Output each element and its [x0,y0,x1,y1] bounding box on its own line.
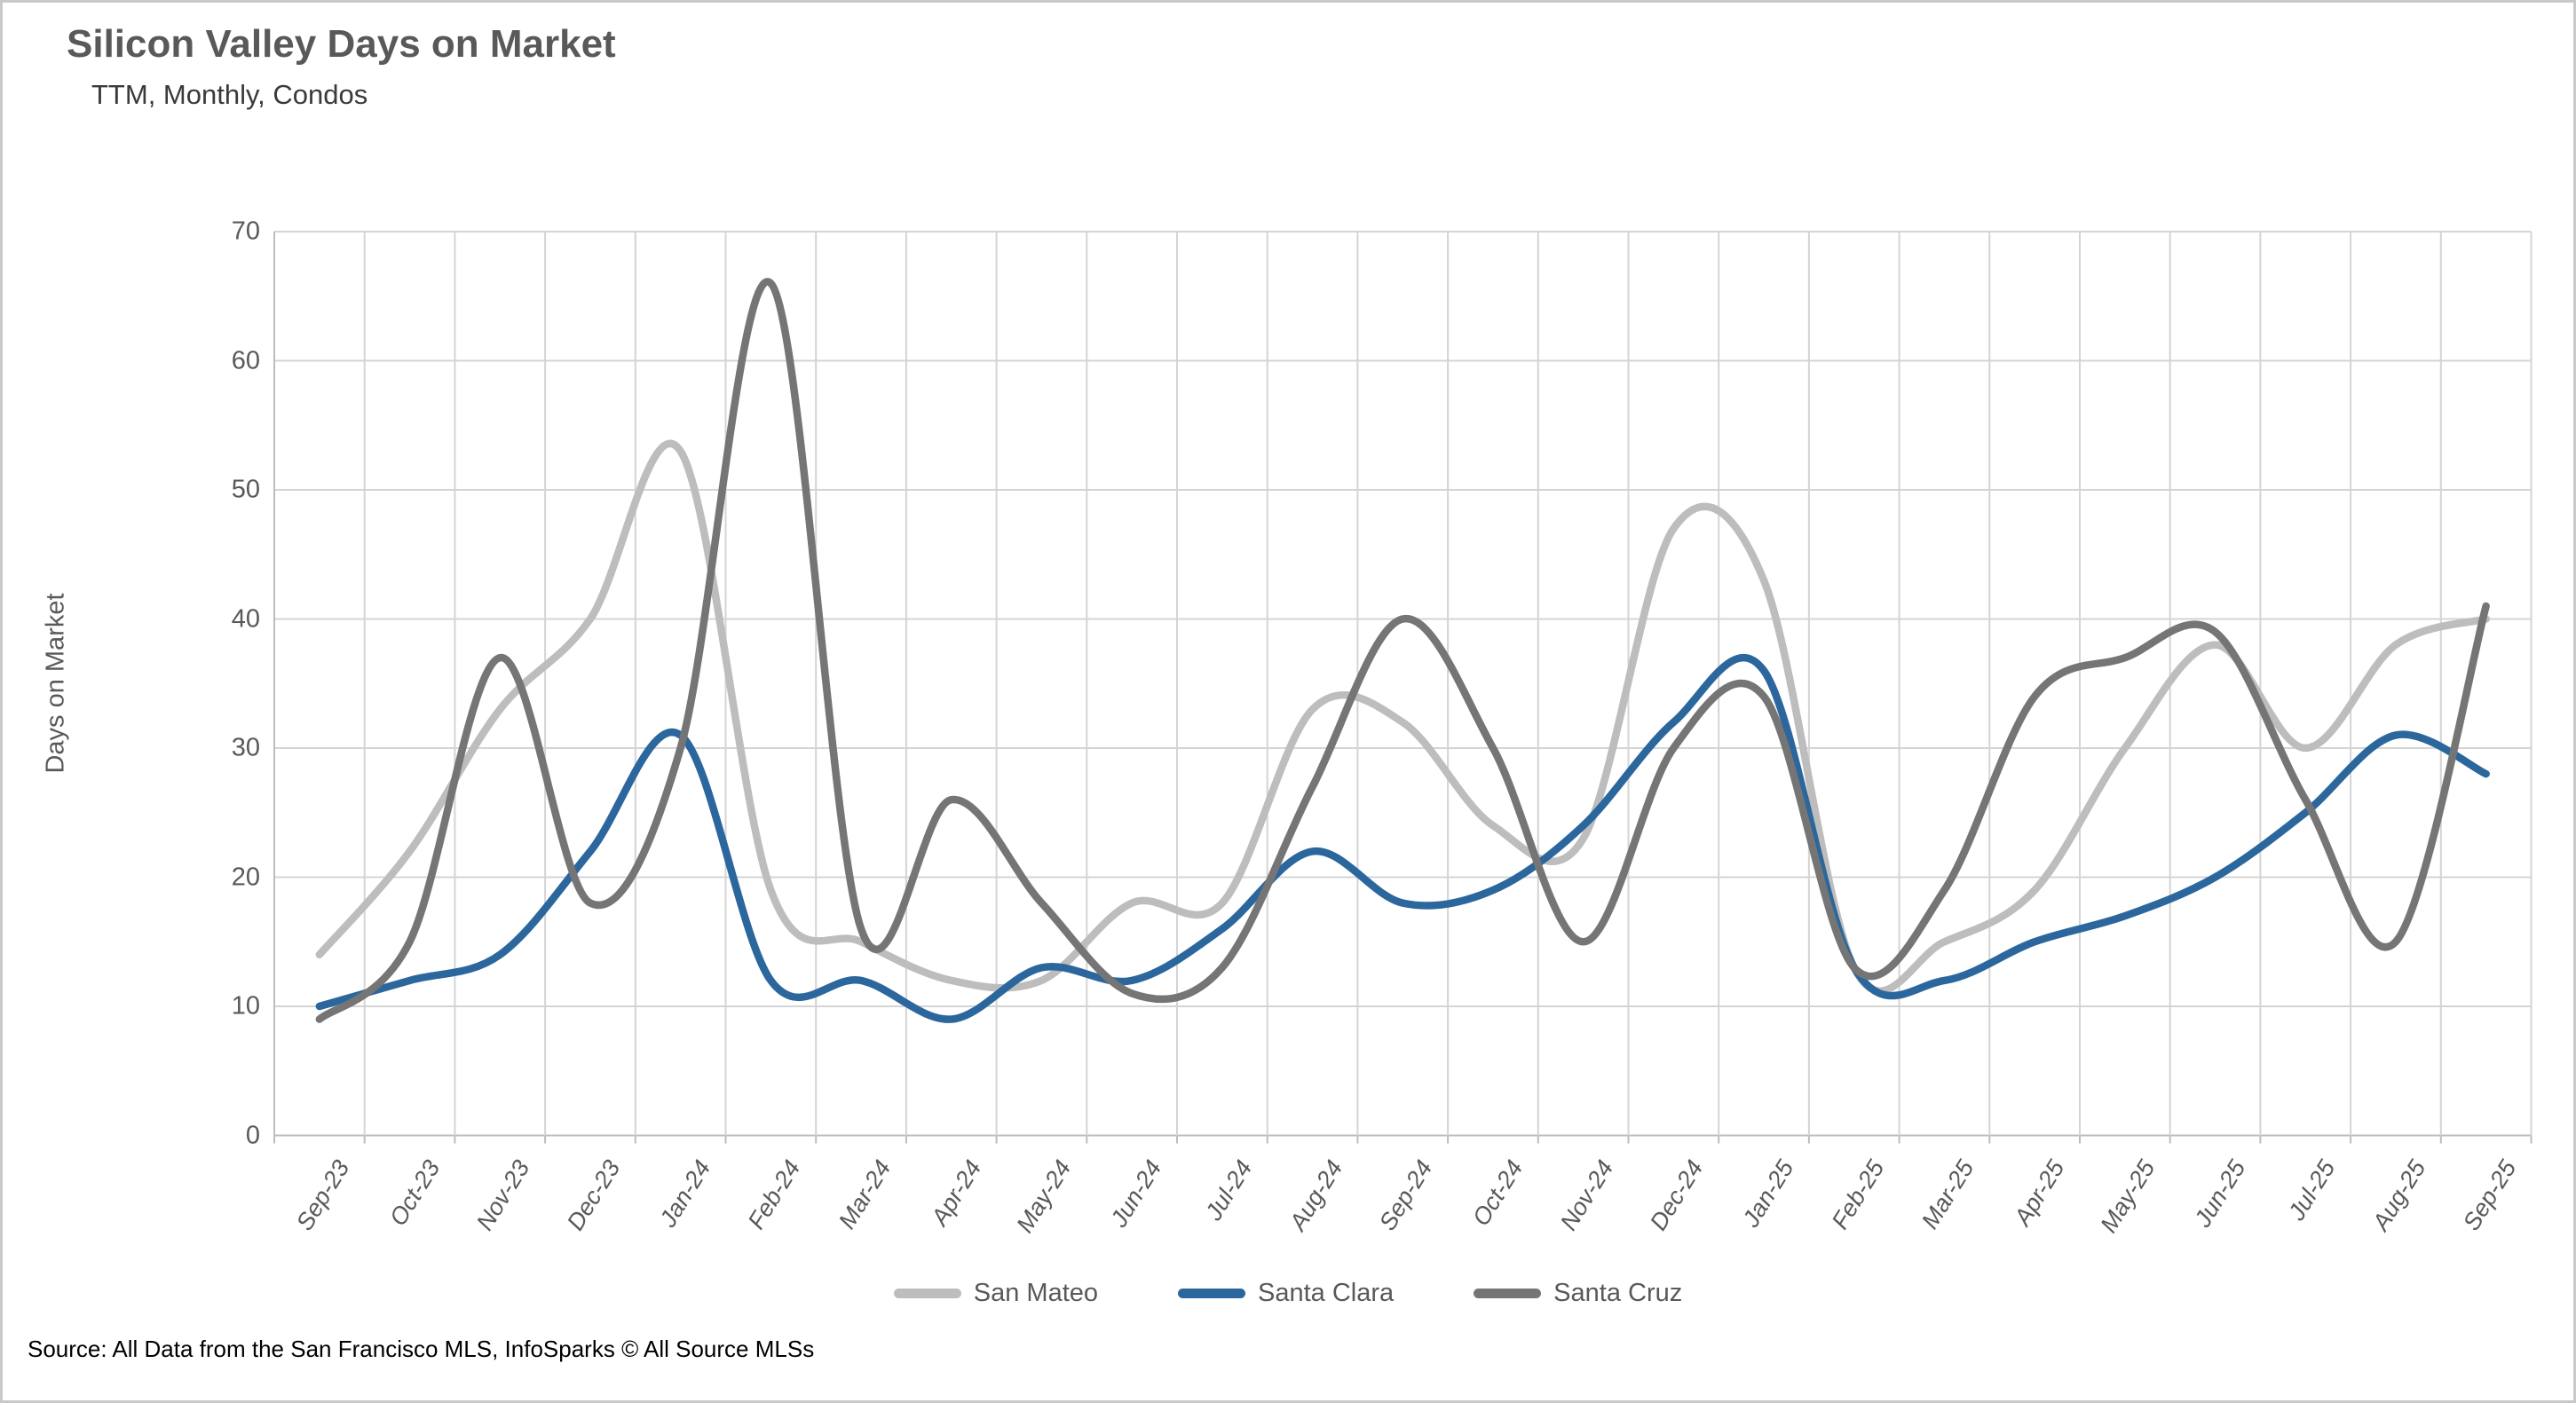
y-axis-tick-label: 20 [231,863,260,891]
y-axis-tick-label: 40 [231,604,260,633]
legend-label: Santa Clara [1258,1279,1395,1307]
legend-line-swatch-icon [893,1289,961,1298]
legend-item-san-mateo: San Mateo [893,1279,1099,1308]
chart-legend: San Mateo Santa Clara Santa Cruz [3,1279,2573,1308]
chart-subtitle: TTM, Monthly, Condos [91,79,368,110]
legend-item-santa-cruz: Santa Cruz [1474,1279,1682,1308]
legend-item-santa-clara: Santa Clara [1178,1279,1394,1308]
series-line-santa-clara [315,653,2490,1023]
chart-canvas [273,231,2533,1144]
series-line-santa-cruz [315,278,2490,1023]
source-attribution: Source: All Data from the San Francisco … [28,1336,815,1362]
y-axis-tick-label: 0 [245,1121,260,1149]
legend-label: San Mateo [973,1279,1099,1307]
y-axis-tick-label: 50 [231,475,260,504]
chart-title: Silicon Valley Days on Market [67,22,616,66]
legend-line-swatch-icon [1474,1289,1542,1298]
legend-label: Santa Cruz [1553,1279,1683,1307]
legend-line-swatch-icon [1178,1289,1246,1298]
y-axis-tick-label: 60 [231,346,260,374]
y-axis-tick-label: 30 [231,733,260,762]
y-axis-tick-label: 10 [231,991,260,1021]
series-line-san-mateo [315,439,2490,995]
y-axis-tick-label: 70 [231,217,260,246]
